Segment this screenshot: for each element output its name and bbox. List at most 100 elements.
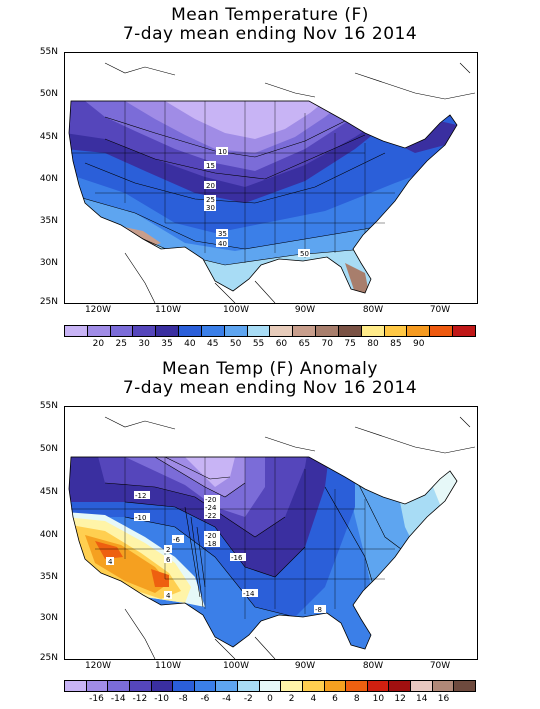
lat-label: 45N	[39, 132, 58, 142]
contour-label: -14	[243, 590, 255, 598]
colorbar-swatch	[156, 326, 180, 336]
contour-label: 6	[166, 556, 171, 564]
colorbar-swatch	[367, 681, 390, 691]
colorbar-label: 50	[229, 339, 242, 349]
lon-label: 70W	[429, 661, 451, 671]
colorbar-label: 70	[321, 339, 333, 349]
colorbar-label: 4	[310, 694, 317, 704]
contour-label: 20	[206, 182, 215, 190]
top-map-canvas: 10 15 20 25 30 35 40 50	[68, 62, 476, 303]
colorbar-swatch	[453, 326, 475, 336]
colorbar-label: 30	[138, 339, 150, 349]
bottom-colorbar	[64, 680, 476, 692]
colorbar-swatch	[194, 681, 217, 691]
contour-label: -12	[135, 492, 146, 500]
lat-label: 25N	[39, 653, 58, 663]
anomaly-bands	[69, 457, 457, 649]
colorbar-swatch	[389, 681, 411, 691]
contour-label: 35	[218, 230, 227, 238]
lon-label: 80W	[362, 305, 384, 315]
colorbar-label: 2	[288, 694, 295, 704]
lat-label: 35N	[39, 572, 58, 582]
bottom-title-line1: Mean Temp (F) Anomaly	[162, 359, 378, 379]
lat-label: 50N	[39, 89, 58, 99]
colorbar-label: 35	[161, 339, 173, 349]
bottom-map-title: Mean Temp (F) Anomaly 7-day mean ending …	[0, 360, 540, 398]
lon-label: 70W	[429, 305, 451, 315]
colorbar-swatch	[133, 326, 157, 336]
colorbar-swatch	[407, 326, 431, 336]
contour-label: 15	[206, 162, 215, 170]
top-temperature-map: 10 15 20 25 30 35 40 50	[64, 52, 478, 304]
lat-label: 40N	[39, 174, 58, 184]
contour-label: -24	[205, 504, 217, 512]
colorbar-swatch	[65, 681, 87, 691]
lat-label: 50N	[39, 444, 58, 454]
contour-label: 10	[218, 148, 227, 156]
lat-label: 55N	[39, 401, 58, 411]
lat-label: 55N	[39, 47, 58, 57]
bottom-title-line2: 7-day mean ending Nov 16 2014	[122, 378, 418, 398]
colorbar-label: 80	[367, 339, 379, 349]
colorbar-swatch	[65, 326, 88, 336]
colorbar-label: -10	[154, 694, 169, 704]
contour-label: -6	[173, 536, 181, 544]
temperature-bands	[69, 101, 457, 293]
colorbar-label: 85	[390, 339, 402, 349]
colorbar-swatch	[316, 326, 339, 336]
colorbar-label: 16	[437, 694, 450, 704]
colorbar-swatch	[432, 681, 455, 691]
lat-label: 40N	[39, 530, 58, 540]
lon-label: 120W	[84, 305, 112, 315]
us-outline	[68, 456, 458, 650]
colorbar-label: 6	[332, 694, 338, 704]
colorbar-label: 40	[184, 339, 196, 349]
colorbar-label: -14	[110, 694, 126, 704]
colorbar-swatch	[293, 326, 317, 336]
colorbar-label: 90	[413, 339, 425, 349]
contour-label: -10	[135, 514, 146, 522]
lat-label: 30N	[39, 613, 58, 623]
colorbar-label: 25	[115, 339, 127, 349]
contour-label: 2	[166, 546, 170, 554]
lon-label: 90W	[294, 305, 316, 315]
contour-label: -8	[315, 606, 322, 614]
colorbar-label: 45	[207, 339, 219, 349]
contour-label: 4	[108, 558, 113, 566]
colorbar-swatch	[411, 681, 433, 691]
colorbar-swatch	[302, 681, 325, 691]
contour-label: 25	[206, 196, 215, 204]
contour-label: 30	[206, 204, 215, 212]
top-map-title: Mean Temperature (F) 7-day mean ending N…	[0, 6, 540, 44]
colorbar-swatch	[108, 681, 130, 691]
lat-label: 45N	[39, 487, 58, 497]
colorbar-label: -4	[222, 694, 232, 704]
contour-label: -20	[205, 496, 216, 504]
colorbar-swatch	[173, 681, 195, 691]
colorbar-label: -12	[132, 694, 148, 704]
coastlines	[104, 416, 476, 659]
lat-label: 25N	[39, 297, 58, 307]
colorbar-swatch	[179, 326, 202, 336]
colorbar-swatch	[201, 326, 225, 336]
colorbar-label: 60	[275, 339, 288, 349]
lon-label: 110W	[154, 305, 182, 315]
colorbar-swatch	[454, 681, 475, 691]
lat-label: 35N	[39, 216, 58, 226]
contour-label: -20	[205, 532, 216, 540]
top-title-line2: 7-day mean ending Nov 16 2014	[122, 24, 418, 44]
colorbar-label: 20	[92, 339, 105, 349]
contour-label: -22	[205, 512, 216, 520]
colorbar-label: 0	[267, 694, 273, 704]
contour-label: -16	[231, 554, 243, 562]
lat-label: 30N	[39, 258, 58, 268]
coastlines	[104, 62, 476, 303]
colorbar-label: 10	[372, 694, 385, 704]
colorbar-label: -2	[243, 694, 253, 704]
colorbar-swatch	[151, 681, 174, 691]
contour-label: 40	[218, 240, 227, 248]
colorbar-label: 14	[416, 694, 428, 704]
us-outline	[68, 100, 458, 294]
colorbar-label: 75	[344, 339, 356, 349]
colorbar-swatch	[238, 681, 260, 691]
